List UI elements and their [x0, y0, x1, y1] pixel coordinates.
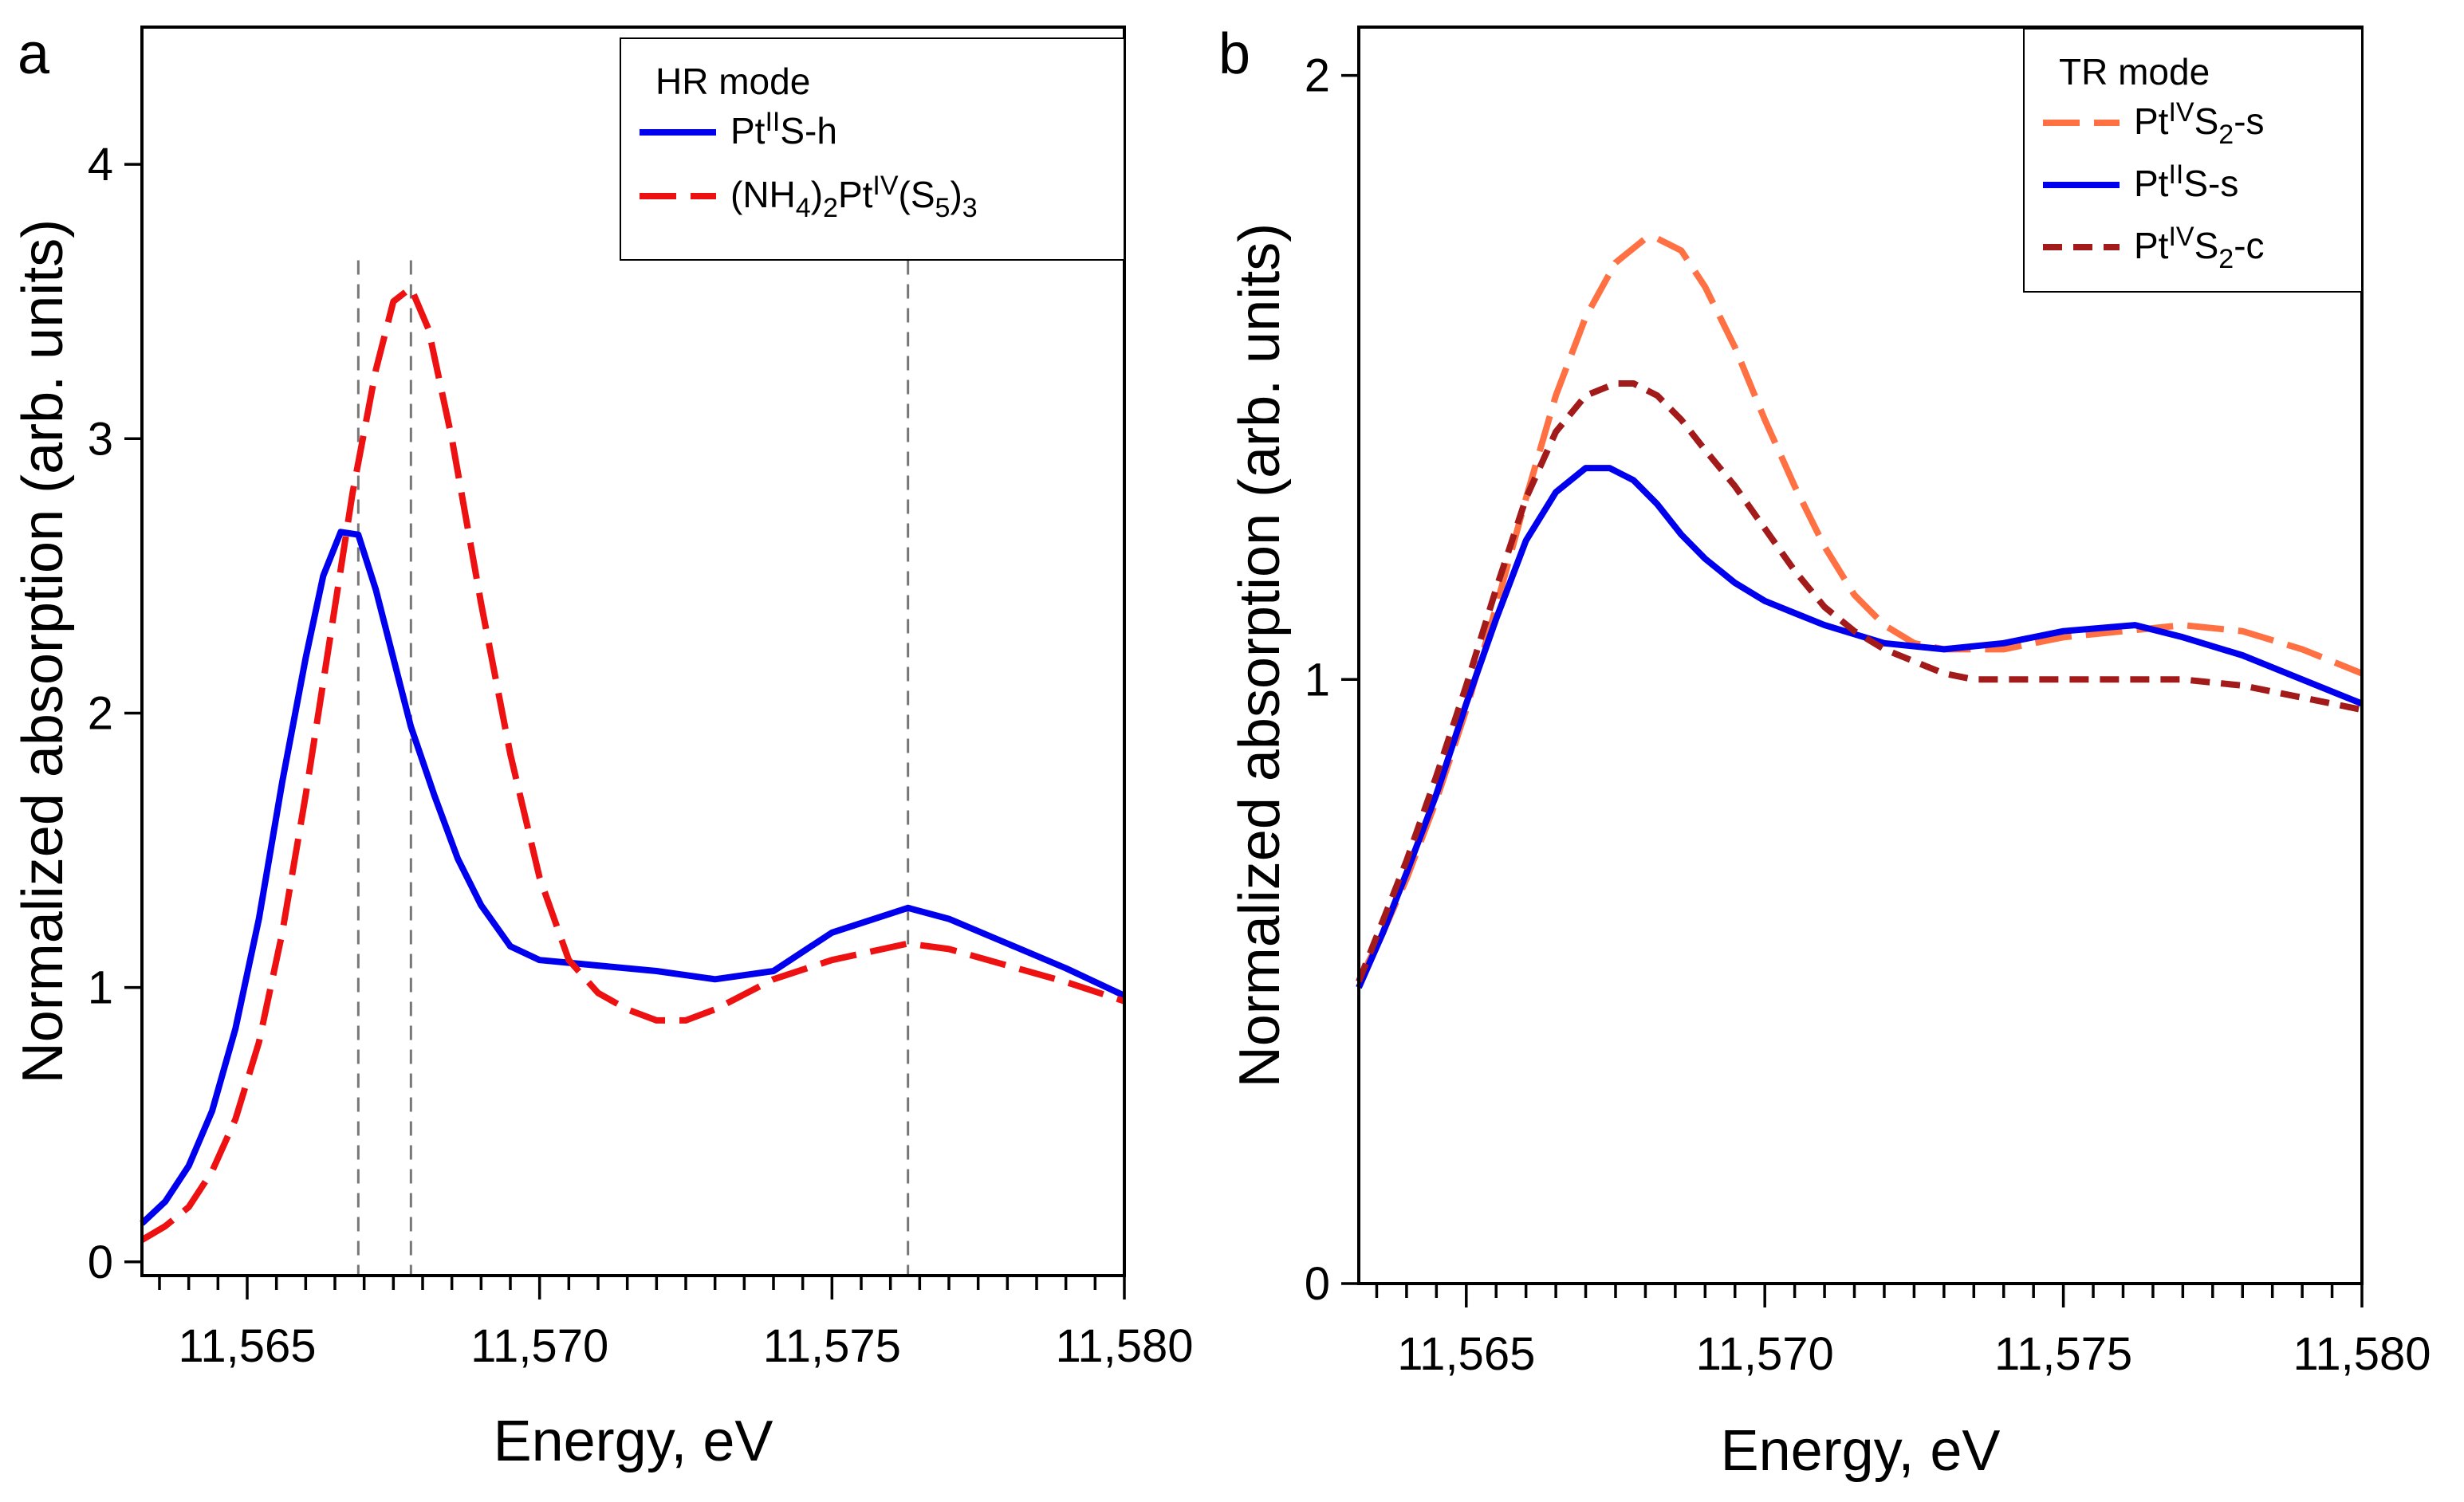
panel-a-y-axis-title: Normalized absorption (arb. units)	[11, 219, 75, 1083]
panel-b-series-2-line	[1356, 465, 2364, 989]
panel-b-y-tick-label: 0	[1305, 1258, 1330, 1310]
panel-b-y-tick-label: 2	[1305, 50, 1330, 102]
panel-b-x-tick-label: 11,575	[1994, 1328, 2132, 1380]
panel-b-legend-label-3: PtIVS2-c	[2134, 222, 2265, 274]
panel-a-plot-frame	[140, 26, 1126, 1277]
panel-b-legend: TR mode PtIVS2-s PtIIS-s PtIVS2-c	[2023, 28, 2363, 293]
panel-a-legend: HR mode PtIIS-h (NH4)2PtIV(S5)3	[620, 37, 1125, 261]
panel-a-x-tick-label: 11,570	[470, 1320, 608, 1372]
panel-b-letter: b	[1218, 22, 1250, 86]
panel-a-legend-box	[620, 37, 1125, 261]
panel-a-chart: a 11,565 11,570 11,575 11,580 0 1 2 3 4 Energy, …	[11, 22, 1194, 1473]
panel-b-legend-title: TR mode	[2059, 51, 2210, 92]
panel-a-legend-label-1: PtIIS-h	[730, 107, 837, 151]
panel-b-series-3-line	[1356, 380, 2363, 983]
panel-a-legend-label-2: (NH4)2PtIV(S5)3	[730, 171, 978, 223]
panel-a-x-axis-title: Energy, eV	[494, 1410, 773, 1473]
panel-a-y-tick-label: 2	[88, 687, 113, 739]
panel-a-y-tick-label: 1	[88, 962, 113, 1014]
panel-b-x-tick-label: 11,565	[1397, 1328, 1535, 1380]
panel-a-y-tick-label: 4	[88, 139, 113, 191]
panel-b-x-tick-label: 11,570	[1696, 1328, 1834, 1380]
panel-b-chart: b 11,565 11,570 11,575 11,580 0 1 2 Energy, eV…	[1218, 22, 2431, 1483]
panel-b-series-1-line	[1356, 235, 2364, 983]
panel-a-legend-title: HR mode	[655, 61, 810, 102]
panel-a-series-2-line	[140, 285, 1126, 1243]
panel-a-y-tick-label: 0	[88, 1237, 113, 1288]
panel-a-x-tick-label: 11,580	[1055, 1320, 1193, 1372]
panel-b-x-axis-title: Energy, eV	[1721, 1419, 2001, 1483]
panel-a-x-tick-label: 11,565	[178, 1320, 316, 1372]
panel-b-plot-frame	[1357, 26, 2364, 1285]
panel-a-letter: a	[18, 22, 50, 86]
panel-b-y-axis-title: Normalized absorption (arb. units)	[1228, 223, 1292, 1087]
panel-b-legend-label-1: PtIVS2-s	[2134, 97, 2265, 150]
panel-b-x-tick-label: 11,580	[2293, 1328, 2431, 1380]
panel-a-y-tick-label: 3	[88, 413, 113, 465]
panel-a-series-1-line	[140, 529, 1126, 1226]
panel-b-legend-label-2: PtIIS-s	[2134, 159, 2238, 204]
panel-a-x-tick-label: 11,575	[763, 1320, 901, 1372]
panel-b-y-tick-label: 1	[1305, 654, 1330, 706]
